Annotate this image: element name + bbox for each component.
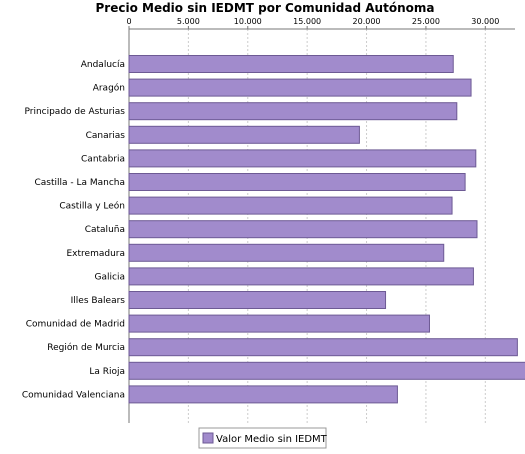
x-tick-label: 0: [126, 17, 131, 26]
category-label: Aragón: [93, 83, 125, 94]
bar: [128, 291, 387, 309]
category-label-layer: Andalucía Aragón Principado de Asturias Can…: [22, 60, 125, 400]
bar: [128, 267, 474, 286]
category-label: Cantabria: [81, 154, 125, 164]
bar: [128, 196, 453, 215]
bar: [128, 173, 466, 191]
bar-layer: [128, 55, 525, 404]
chart-title: Precio Medio sin IEDMT por Comunidad Aut…: [96, 1, 435, 15]
bar: [128, 361, 525, 380]
legend: Valor Medio sin IEDMT: [198, 427, 328, 449]
bar: [128, 102, 458, 121]
x-tick-label: 30.000: [471, 17, 499, 26]
x-tick-label: 15.000: [293, 17, 321, 26]
bar: [128, 220, 478, 239]
category-label: Castilla y León: [59, 201, 125, 212]
bar: [128, 314, 430, 333]
category-label: Cataluña: [85, 225, 125, 235]
category-label: Principado de Asturias: [24, 107, 125, 117]
x-tick-label: 10.000: [234, 17, 262, 26]
x-tick-label: 5.000: [177, 17, 200, 26]
bar: [128, 149, 477, 168]
category-label: Castilla - La Mancha: [34, 178, 125, 188]
category-label: Comunidad de Madrid: [26, 320, 125, 330]
category-label: Canarias: [86, 131, 126, 141]
category-label: Galicia: [95, 272, 125, 282]
x-tick-label: 20.000: [353, 17, 381, 26]
bar: [128, 55, 454, 73]
category-label: Andalucía: [81, 60, 125, 70]
category-label: Extremadura: [67, 249, 126, 259]
category-label: Comunidad Valenciana: [22, 390, 125, 400]
x-tick-label: 25.000: [412, 17, 440, 26]
bar: [128, 338, 518, 357]
bar: [128, 125, 360, 144]
legend-label: Valor Medio sin IEDMT: [216, 434, 328, 445]
bar: [128, 78, 472, 97]
category-label: Illes Balears: [71, 296, 126, 306]
bar: [128, 385, 398, 404]
legend-swatch: [202, 432, 214, 444]
category-label: Región de Murcia: [47, 342, 125, 353]
category-label: La Rioja: [89, 367, 125, 377]
bar: [128, 243, 445, 262]
legend-box: [198, 427, 327, 449]
